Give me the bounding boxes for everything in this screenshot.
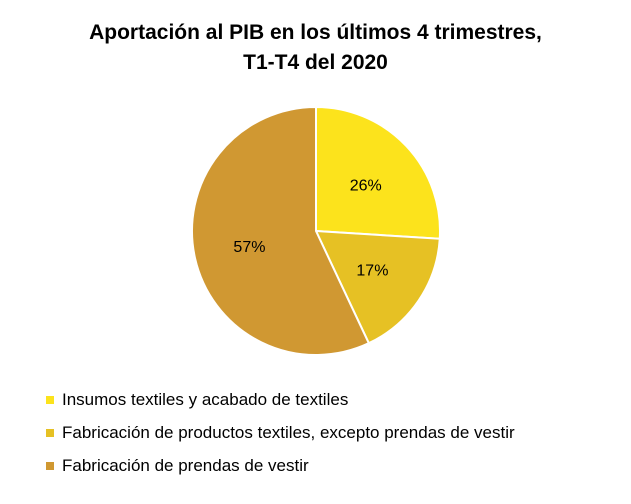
- legend-label-prendas: Fabricación de prendas de vestir: [62, 456, 309, 475]
- legend-swatch-insumos: [46, 396, 54, 404]
- chart-title: Aportación al PIB en los últimos 4 trime…: [0, 18, 631, 78]
- pie-slice-prendas: [191, 105, 371, 356]
- legend-item-insumos: Insumos textiles y acabado de textiles: [46, 384, 515, 416]
- legend-label-productos-textiles: Fabricación de productos textiles, excep…: [62, 423, 515, 442]
- pie-slice-productos-textiles: [314, 229, 441, 345]
- legend-swatch-prendas: [46, 462, 54, 470]
- data-label-productos-textiles: 17%: [356, 262, 388, 279]
- chart-title-line-1: Aportación al PIB en los últimos 4 trime…: [89, 21, 542, 44]
- legend-item-productos-textiles: Fabricación de productos textiles, excep…: [46, 417, 515, 449]
- legend-label-insumos: Insumos textiles y acabado de textiles: [62, 390, 349, 409]
- pie-plot-area: 26% 17% 57%: [191, 105, 441, 356]
- chart-legend: Insumos textiles y acabado de textiles F…: [46, 384, 515, 483]
- legend-item-prendas: Fabricación de prendas de vestir: [46, 450, 515, 482]
- pie-slice-insumos: [315, 105, 441, 240]
- data-label-prendas: 57%: [233, 239, 265, 256]
- data-label-insumos: 26%: [350, 177, 382, 194]
- chart-title-line-2: T1-T4 del 2020: [243, 51, 388, 74]
- legend-swatch-productos-textiles: [46, 429, 54, 437]
